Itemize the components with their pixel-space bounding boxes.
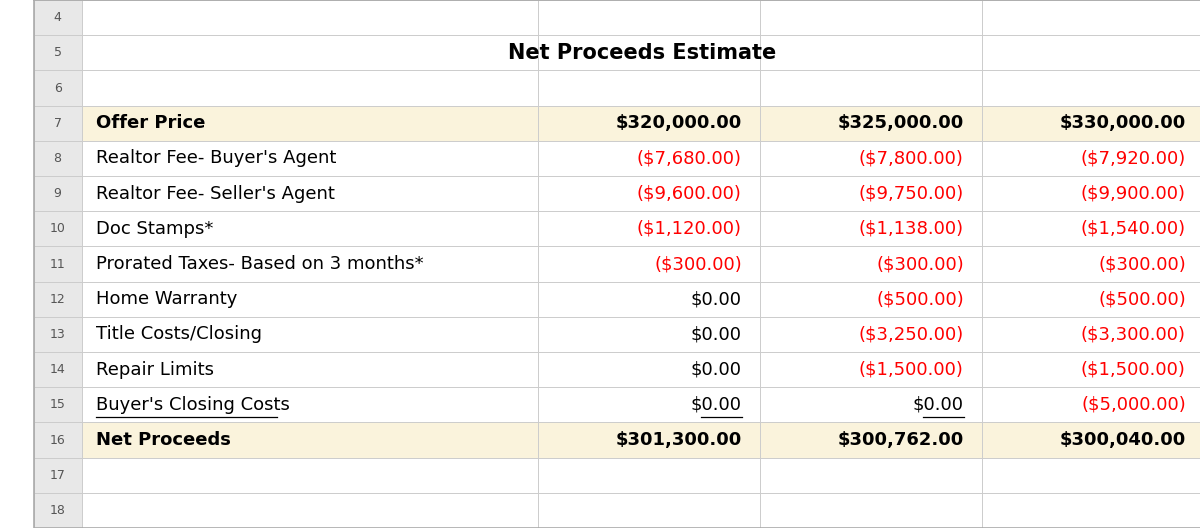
Bar [34, 422, 82, 458]
Bar [82, 247, 1200, 281]
Text: 7: 7 [54, 117, 61, 130]
Bar [82, 422, 1200, 458]
Text: ($9,600.00): ($9,600.00) [637, 185, 742, 203]
Text: 12: 12 [49, 293, 66, 306]
Bar [82, 352, 1200, 387]
Text: ($500.00): ($500.00) [1098, 290, 1186, 308]
Text: 5: 5 [54, 46, 61, 59]
Bar [34, 176, 82, 211]
Bar [82, 458, 1200, 493]
Text: 4: 4 [54, 11, 61, 24]
Text: $0.00: $0.00 [691, 396, 742, 414]
Text: ($9,900.00): ($9,900.00) [1081, 185, 1186, 203]
Text: ($1,500.00): ($1,500.00) [1081, 361, 1186, 379]
Text: 11: 11 [49, 258, 66, 270]
Bar [82, 106, 1200, 141]
Text: 15: 15 [49, 398, 66, 411]
Bar [34, 141, 82, 176]
Bar [82, 0, 1200, 35]
Text: Buyer's Closing Costs: Buyer's Closing Costs [96, 396, 290, 414]
Text: Realtor Fee- Buyer's Agent: Realtor Fee- Buyer's Agent [96, 149, 336, 167]
Text: $0.00: $0.00 [691, 325, 742, 343]
Text: ($7,920.00): ($7,920.00) [1080, 149, 1186, 167]
Bar [34, 106, 82, 141]
Text: $325,000.00: $325,000.00 [838, 114, 964, 132]
Bar [34, 458, 82, 493]
Text: $301,300.00: $301,300.00 [616, 431, 742, 449]
Bar [34, 247, 82, 281]
Text: ($300.00): ($300.00) [876, 255, 964, 273]
Bar [34, 0, 82, 35]
Bar [82, 211, 1200, 247]
Text: Realtor Fee- Seller's Agent: Realtor Fee- Seller's Agent [96, 185, 335, 203]
Text: $300,040.00: $300,040.00 [1060, 431, 1186, 449]
Bar [34, 317, 82, 352]
Text: ($7,800.00): ($7,800.00) [859, 149, 964, 167]
Text: ($1,500.00): ($1,500.00) [859, 361, 964, 379]
Text: Net Proceeds: Net Proceeds [96, 431, 230, 449]
Bar [82, 35, 1200, 70]
Bar [34, 211, 82, 247]
Text: ($3,300.00): ($3,300.00) [1081, 325, 1186, 343]
Text: ($1,540.00): ($1,540.00) [1081, 220, 1186, 238]
Text: Repair Limits: Repair Limits [96, 361, 214, 379]
Text: ($3,250.00): ($3,250.00) [858, 325, 964, 343]
Bar [34, 281, 82, 317]
Text: Net Proceeds Estimate: Net Proceeds Estimate [509, 43, 776, 63]
Bar [34, 387, 82, 422]
Text: $330,000.00: $330,000.00 [1060, 114, 1186, 132]
Text: Doc Stamps*: Doc Stamps* [96, 220, 214, 238]
Text: ($1,120.00): ($1,120.00) [637, 220, 742, 238]
Text: 6: 6 [54, 81, 61, 95]
Text: 9: 9 [54, 187, 61, 200]
Text: 8: 8 [54, 152, 61, 165]
Text: ($9,750.00): ($9,750.00) [858, 185, 964, 203]
Text: 16: 16 [49, 433, 66, 447]
Text: $0.00: $0.00 [691, 290, 742, 308]
Bar [82, 141, 1200, 176]
Text: Offer Price: Offer Price [96, 114, 205, 132]
Text: $300,762.00: $300,762.00 [838, 431, 964, 449]
Bar [34, 70, 82, 106]
Bar [34, 35, 82, 70]
Bar [82, 493, 1200, 528]
Bar [82, 317, 1200, 352]
Text: Prorated Taxes- Based on 3 months*: Prorated Taxes- Based on 3 months* [96, 255, 424, 273]
Text: 14: 14 [49, 363, 66, 376]
Text: 10: 10 [49, 222, 66, 235]
Text: ($7,680.00): ($7,680.00) [637, 149, 742, 167]
Bar [82, 387, 1200, 422]
Text: ($5,000.00): ($5,000.00) [1081, 396, 1186, 414]
Text: 17: 17 [49, 469, 66, 482]
Text: Home Warranty: Home Warranty [96, 290, 238, 308]
Text: ($300.00): ($300.00) [654, 255, 742, 273]
Text: ($1,138.00): ($1,138.00) [859, 220, 964, 238]
Bar [34, 493, 82, 528]
Text: Title Costs/Closing: Title Costs/Closing [96, 325, 262, 343]
Bar [82, 70, 1200, 106]
Text: 13: 13 [49, 328, 66, 341]
Bar [82, 176, 1200, 211]
Bar [34, 352, 82, 387]
Text: $0.00: $0.00 [691, 361, 742, 379]
Text: $320,000.00: $320,000.00 [616, 114, 742, 132]
Text: 18: 18 [49, 504, 66, 517]
Text: ($300.00): ($300.00) [1098, 255, 1186, 273]
Text: $0.00: $0.00 [913, 396, 964, 414]
Text: ($500.00): ($500.00) [876, 290, 964, 308]
Bar [82, 281, 1200, 317]
